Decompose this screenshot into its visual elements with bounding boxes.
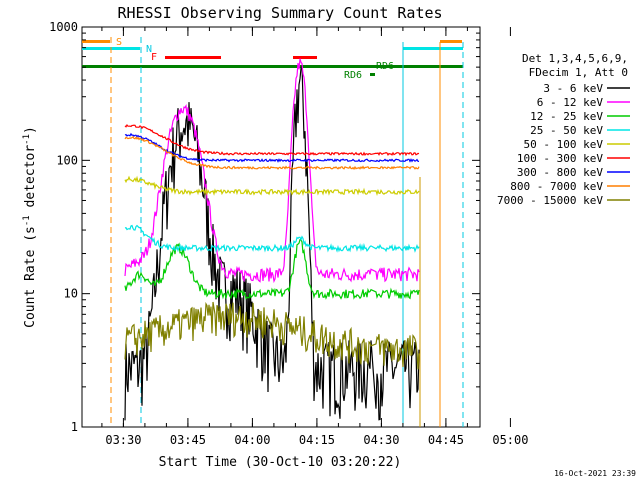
legend: Det 1,3,4,5,6,9, FDecim 1, Att 0 3 - 6 k… — [497, 52, 630, 207]
series-line — [124, 64, 420, 421]
saa-flag-bar — [82, 40, 110, 43]
y-tick-label: 1 — [71, 420, 78, 434]
legend-label: 7000 - 15000 keV — [497, 194, 603, 207]
night-flag-bar — [403, 47, 463, 50]
x-tick-label: 04:00 — [234, 433, 270, 447]
legend-header-2: FDecim 1, Att 0 — [529, 66, 628, 79]
flag-label-s: S — [116, 37, 122, 48]
plot-frame — [81, 26, 481, 428]
series-line — [124, 301, 420, 370]
flare-flag-bar — [165, 56, 221, 59]
y-label-sup2: -1 — [22, 134, 32, 145]
x-tick-label: 04:15 — [299, 433, 335, 447]
legend-label: 300 - 800 keV — [517, 166, 603, 179]
y-axis-label: Count Rate (s-1 detector-1) — [22, 126, 38, 328]
rate-decim-flag-bar — [82, 65, 463, 68]
x-tick-label: 04:30 — [363, 433, 399, 447]
flag-label-rd6-b: RD6 — [376, 61, 394, 72]
series-line — [124, 224, 420, 253]
series-line — [124, 123, 420, 157]
legend-label: 6 - 12 keV — [537, 96, 604, 109]
series-line — [124, 175, 420, 197]
chart-title: RHESSI Observing Summary Count Rates — [117, 4, 442, 22]
series-line — [124, 136, 420, 170]
x-tick-label: 05:00 — [492, 433, 528, 447]
legend-label: 25 - 50 keV — [530, 124, 603, 137]
legend-label: 100 - 300 keV — [517, 152, 603, 165]
y-axis-ticks: 1000 100 10 1 — [49, 20, 480, 434]
x-axis-label: Start Time (30-Oct-10 03:20:22) — [159, 455, 402, 470]
y-label-main: Count Rate (s — [23, 226, 38, 328]
legend-label: 50 - 100 keV — [524, 138, 604, 151]
y-label-mid: detector — [23, 145, 38, 216]
series-line — [124, 58, 420, 284]
legend-header-1: Det 1,3,4,5,6,9, — [522, 52, 628, 65]
legend-label: 12 - 25 keV — [530, 110, 603, 123]
legend-label: 800 - 7000 keV — [510, 180, 603, 193]
legend-label: 3 - 6 keV — [543, 82, 603, 95]
saa-flag-bar — [440, 40, 462, 43]
y-tick-label: 100 — [56, 153, 78, 167]
x-tick-label: 04:45 — [428, 433, 464, 447]
rate-decim-flag-bar — [370, 73, 375, 76]
x-axis-ticks: 03:30 03:45 04:00 04:15 04:30 04:45 05:00 — [101, 27, 528, 447]
flag-bars — [82, 40, 463, 76]
y-tick-label: 1000 — [49, 20, 78, 34]
y-label-sup1: -1 — [22, 215, 32, 226]
x-tick-label: 03:45 — [170, 433, 206, 447]
y-tick-label: 10 — [64, 287, 78, 301]
flag-label-f: F — [151, 52, 157, 63]
flag-label-rd6: RD6 — [344, 70, 362, 81]
x-tick-label: 03:30 — [105, 433, 141, 447]
series-group — [124, 58, 420, 421]
flag-label-n: N — [146, 44, 152, 55]
flare-flag-bar — [293, 56, 317, 59]
y-label-end: ) — [23, 126, 38, 134]
timestamp: 16-Oct-2021 23:39 — [554, 469, 636, 478]
series-line — [124, 132, 420, 163]
